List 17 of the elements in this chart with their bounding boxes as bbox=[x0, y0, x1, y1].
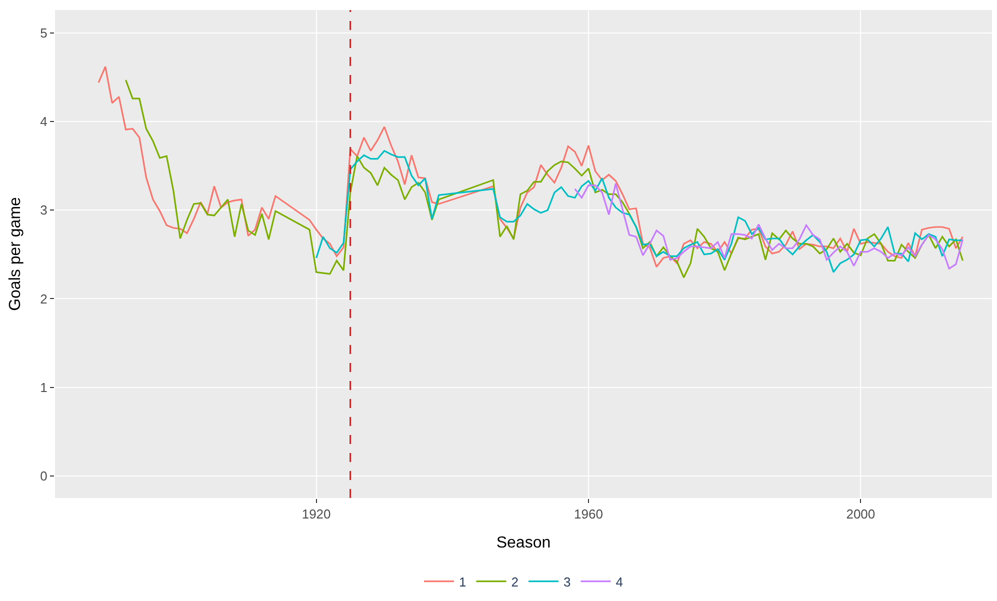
y-tick-label: 3 bbox=[40, 202, 48, 218]
y-tick-label: 4 bbox=[40, 114, 48, 130]
x-axis-title: Season bbox=[496, 534, 551, 552]
y-tick-label: 5 bbox=[40, 26, 48, 41]
y-tick-label: 0 bbox=[40, 468, 48, 484]
legend-label: 4 bbox=[616, 574, 623, 590]
y-tick-label: 2 bbox=[40, 291, 48, 306]
legend-label: 1 bbox=[459, 574, 466, 590]
x-tick-label: 1960 bbox=[574, 506, 603, 522]
line-series bbox=[574, 182, 964, 270]
legend-label: 3 bbox=[563, 574, 571, 590]
y-tick-label: 1 bbox=[40, 380, 48, 395]
line-series bbox=[316, 150, 964, 273]
x-tick-label: 2000 bbox=[846, 506, 876, 522]
y-axis-title: Goals per game bbox=[7, 196, 24, 311]
legend-label: 2 bbox=[511, 574, 518, 590]
x-tick-label: 1920 bbox=[302, 506, 331, 522]
